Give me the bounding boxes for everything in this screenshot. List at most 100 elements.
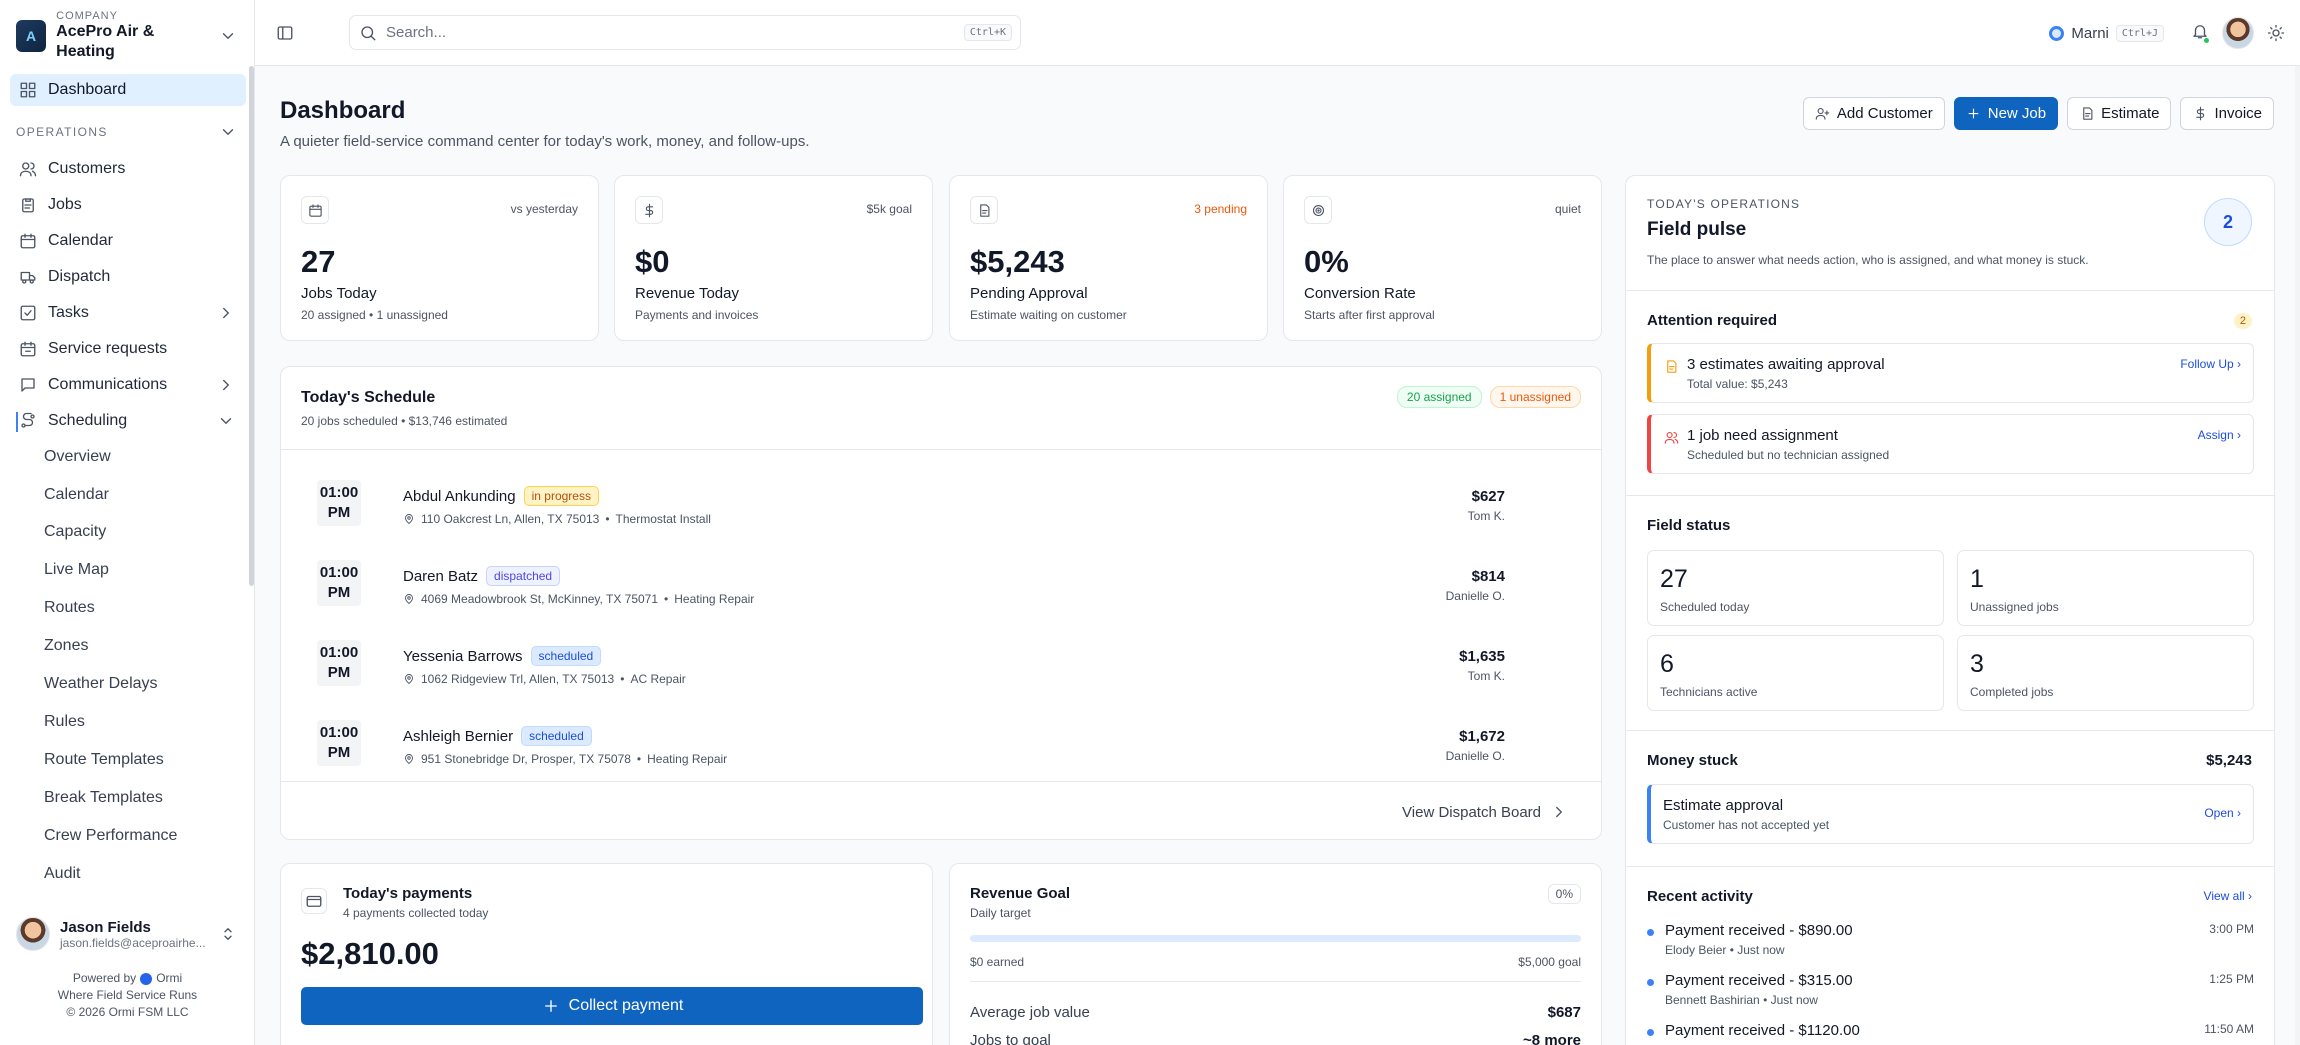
stat-card-jobs-today[interactable]: vs yesterday 27 Jobs Today 20 assigned •… bbox=[280, 175, 599, 341]
notifications-button[interactable] bbox=[2190, 21, 2210, 45]
estimate-subtitle: Customer has not accepted yet bbox=[1663, 818, 1830, 832]
sidebar-subitem-overview[interactable]: Overview bbox=[44, 448, 111, 465]
panel-title: Field pulse bbox=[1647, 219, 1747, 240]
sidebar-subitem-weather-delays[interactable]: Weather Delays bbox=[44, 675, 158, 692]
sidebar-item-dispatch[interactable]: Dispatch bbox=[10, 261, 246, 293]
chevron-down-icon bbox=[218, 26, 238, 46]
search-input[interactable]: Search... Ctrl+K bbox=[349, 15, 1021, 50]
assign-link[interactable]: Assign › bbox=[2197, 428, 2241, 442]
sidebar-subitem-capacity[interactable]: Capacity bbox=[44, 523, 107, 540]
company-switcher[interactable]: A COMPANY AcePro Air & Heating bbox=[16, 10, 238, 60]
job-address: 4069 Meadowbrook St, McKinney, TX 75071 bbox=[421, 592, 659, 606]
alert-assignment[interactable]: 1 job need assignment Scheduled but no t… bbox=[1647, 414, 2254, 474]
sidebar-subitem-break-templates[interactable]: Break Templates bbox=[44, 789, 163, 806]
estimate-approval-item[interactable]: Estimate approval Customer has not accep… bbox=[1647, 784, 2254, 844]
collect-payment-label: Collect payment bbox=[568, 997, 684, 1014]
view-all-link[interactable]: View all › bbox=[2203, 889, 2252, 903]
sidebar-subitem-route-templates[interactable]: Route Templates bbox=[44, 751, 164, 768]
job-time-period: PM bbox=[327, 504, 351, 521]
stat-value: 27 bbox=[301, 244, 336, 279]
activity-item[interactable]: Payment received - $890.00 Elody Beier •… bbox=[1647, 922, 2254, 962]
activity-item[interactable]: Payment received - $1120.00 11:50 AM bbox=[1647, 1022, 2254, 1045]
jobs-to-goal-label: Jobs to goal bbox=[970, 1032, 1051, 1045]
open-link[interactable]: Open › bbox=[2204, 806, 2241, 820]
chevron-right-icon bbox=[216, 303, 236, 323]
job-technician: Tom K. bbox=[1467, 509, 1505, 523]
estimate-button[interactable]: Estimate bbox=[2067, 97, 2172, 130]
sidebar-scrollbar[interactable] bbox=[249, 66, 254, 586]
collect-payment-button[interactable]: Collect payment bbox=[301, 987, 923, 1025]
sidebar-toggle-icon[interactable] bbox=[275, 23, 295, 43]
search-icon bbox=[358, 23, 378, 43]
new-job-button[interactable]: New Job bbox=[1953, 97, 2059, 130]
revenue-goal-subtitle: Daily target bbox=[970, 906, 1031, 920]
attention-title: Attention required bbox=[1647, 312, 1777, 329]
stat-card-revenue-today[interactable]: $5k goal $0 Revenue Today Payments and i… bbox=[614, 175, 933, 341]
sidebar-subitem-audit[interactable]: Audit bbox=[44, 865, 81, 882]
activity-dot bbox=[1647, 1029, 1654, 1036]
sidebar-subitem-crew-performance[interactable]: Crew Performance bbox=[44, 827, 178, 844]
sidebar-item-service-requests[interactable]: Service requests bbox=[10, 333, 246, 365]
customer-name: Daren Batz bbox=[403, 567, 479, 585]
sidebar-item-label: Customers bbox=[48, 160, 126, 177]
stat-tag: vs yesterday bbox=[510, 202, 578, 216]
sidebar-item-customers[interactable]: Customers bbox=[10, 153, 246, 185]
job-amount: $1,672 bbox=[1459, 728, 1505, 745]
sidebar-item-tasks[interactable]: Tasks bbox=[10, 297, 246, 329]
attention-count: 2 bbox=[2233, 313, 2252, 329]
divider bbox=[281, 781, 1601, 782]
activity-item[interactable]: Payment received - $315.00 Bennett Bashi… bbox=[1647, 972, 2254, 1012]
schedule-row[interactable]: 01:00 PM Abdul Ankunding in progress 110 O… bbox=[281, 480, 1601, 540]
schedule-row[interactable]: 01:00 PM Daren Batz dispatched 4069 Meadow… bbox=[281, 560, 1601, 620]
job-amount: $627 bbox=[1471, 488, 1505, 505]
add-customer-button[interactable]: Add Customer bbox=[1802, 97, 1945, 130]
sidebar-item-scheduling[interactable]: Scheduling bbox=[10, 405, 246, 437]
bell-icon bbox=[2190, 21, 2210, 41]
stat-card-pending-approval[interactable]: 3 pending $5,243 Pending Approval Estima… bbox=[949, 175, 1268, 341]
jobs-to-goal-value: ~8 more bbox=[1523, 1032, 1581, 1045]
view-dispatch-board-link[interactable]: View Dispatch Board bbox=[1402, 802, 1569, 822]
sun-icon[interactable] bbox=[2266, 23, 2286, 43]
schedule-row[interactable]: 01:00 PM Yessenia Barrows scheduled 1062 R… bbox=[281, 640, 1601, 700]
stat-tag: $5k goal bbox=[866, 202, 912, 216]
sidebar-item-jobs[interactable]: Jobs bbox=[10, 189, 246, 221]
sidebar-subitem-live-map[interactable]: Live Map bbox=[44, 561, 109, 578]
sidebar-item-calendar[interactable]: Calendar bbox=[10, 225, 246, 257]
average-job-value-row: Average job value $687 bbox=[970, 1004, 1581, 1021]
invoice-button[interactable]: Invoice bbox=[2180, 97, 2274, 130]
schedule-row[interactable]: 01:00 PM Ashleigh Bernier scheduled 951 St… bbox=[281, 720, 1601, 780]
header-avatar[interactable] bbox=[2222, 17, 2254, 49]
assistant-icon bbox=[2049, 25, 2065, 41]
todays-payments-card: Today's payments 4 payments collected to… bbox=[280, 863, 933, 1045]
separator: • bbox=[636, 752, 642, 766]
job-time-period: PM bbox=[327, 584, 351, 601]
divider bbox=[970, 981, 1581, 982]
assigned-badge: 20 assigned bbox=[1396, 386, 1482, 408]
stat-card-conversion-rate[interactable]: quiet 0% Conversion Rate Starts after fi… bbox=[1283, 175, 1602, 341]
section-operations[interactable]: OPERATIONS bbox=[16, 122, 238, 142]
sidebar-subitem-zones[interactable]: Zones bbox=[44, 637, 89, 654]
divider bbox=[1626, 495, 2274, 496]
plus-icon bbox=[541, 996, 561, 1016]
sidebar-subitem-routes[interactable]: Routes bbox=[44, 599, 95, 616]
revenue-progress-bar bbox=[970, 935, 1581, 942]
assistant-button[interactable]: Marni Ctrl+J bbox=[2049, 24, 2164, 42]
sidebar-item-dashboard[interactable]: Dashboard bbox=[10, 74, 246, 106]
sidebar-subitem-calendar[interactable]: Calendar bbox=[44, 486, 109, 503]
alert-estimates[interactable]: 3 estimates awaiting approval Total valu… bbox=[1647, 343, 2254, 403]
field-status-label: Unassigned jobs bbox=[1970, 600, 2059, 614]
follow-up-link[interactable]: Follow Up › bbox=[2180, 357, 2241, 371]
user-menu[interactable]: Jason Fields jason.fields@aceproairhe... bbox=[16, 912, 238, 956]
sidebar-item-label: Dashboard bbox=[48, 81, 127, 98]
panel-caption: TODAY'S OPERATIONS bbox=[1647, 197, 1801, 211]
page-scrollbar[interactable] bbox=[2295, 66, 2300, 1045]
sidebar-item-communications[interactable]: Communications bbox=[10, 369, 246, 401]
search-placeholder: Search... bbox=[386, 24, 447, 41]
target-icon bbox=[1308, 200, 1328, 220]
schedule-title: Today's Schedule bbox=[301, 389, 436, 406]
sidebar-subitem-rules[interactable]: Rules bbox=[44, 713, 85, 730]
revenue-goal-title: Revenue Goal bbox=[970, 885, 1071, 902]
stat-value: 0% bbox=[1304, 244, 1349, 279]
field-status-completed: 3 Completed jobs bbox=[1957, 635, 2254, 711]
activity-title: Payment received - $1120.00 bbox=[1665, 1022, 1860, 1039]
